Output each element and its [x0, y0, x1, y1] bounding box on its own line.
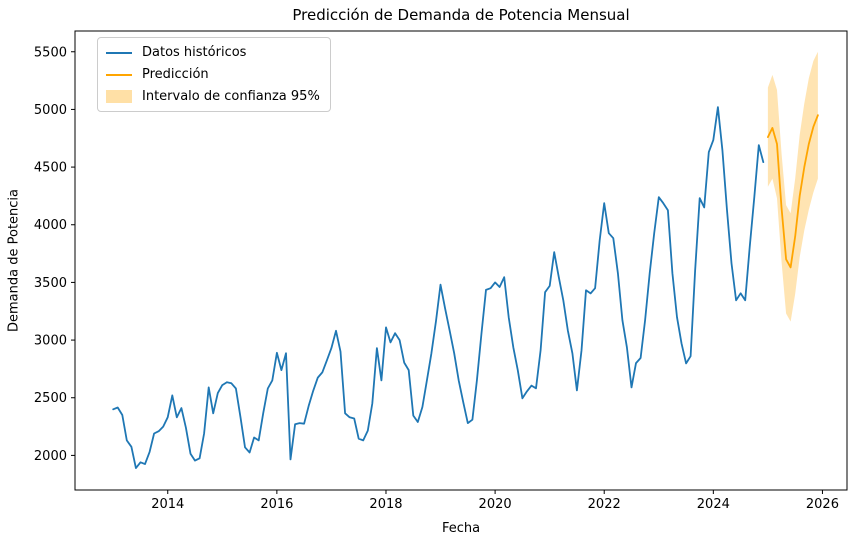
y-axis-label: Demanda de Potencia [6, 189, 22, 332]
x-tick-label: 2022 [588, 497, 621, 512]
x-tick-label: 2018 [369, 497, 402, 512]
legend-label-prediction: Predicción [142, 67, 209, 82]
y-tick-label: 3000 [34, 334, 67, 349]
legend-label-confidence: Intervalo de confianza 95% [142, 89, 320, 104]
y-tick-label: 4500 [34, 161, 67, 176]
legend-line-swatch-historical [106, 51, 132, 54]
x-tick-label: 2024 [697, 497, 730, 512]
y-tick-label: 5500 [34, 45, 67, 60]
legend: Datos históricos Predicción Intervalo de… [97, 37, 331, 112]
y-tick-label: 2000 [34, 449, 67, 464]
legend-item-prediction: Predicción [106, 67, 320, 82]
axes-frame [74, 30, 848, 491]
legend-line-swatch-prediction [106, 73, 132, 76]
legend-label-historical: Datos históricos [142, 45, 247, 60]
y-tick-label: 4000 [34, 218, 67, 233]
historical-data-line [112, 106, 765, 470]
x-tick-label: 2016 [260, 497, 293, 512]
confidence-band [767, 51, 818, 322]
x-tick-label: 2026 [806, 497, 839, 512]
y-tick-label: 5000 [34, 103, 67, 118]
chart-title: Predicción de Demanda de Potencia Mensua… [292, 6, 630, 24]
y-tick-label: 2500 [34, 391, 67, 406]
legend-item-historical: Datos históricos [106, 45, 320, 60]
x-tick-label: 2020 [479, 497, 512, 512]
y-tick-label: 3500 [34, 276, 67, 291]
legend-patch-swatch-confidence [106, 90, 132, 103]
x-tick-label: 2014 [151, 497, 184, 512]
legend-item-confidence: Intervalo de confianza 95% [106, 89, 320, 104]
x-axis-label: Fecha [441, 521, 481, 536]
prediction-line [767, 114, 819, 269]
